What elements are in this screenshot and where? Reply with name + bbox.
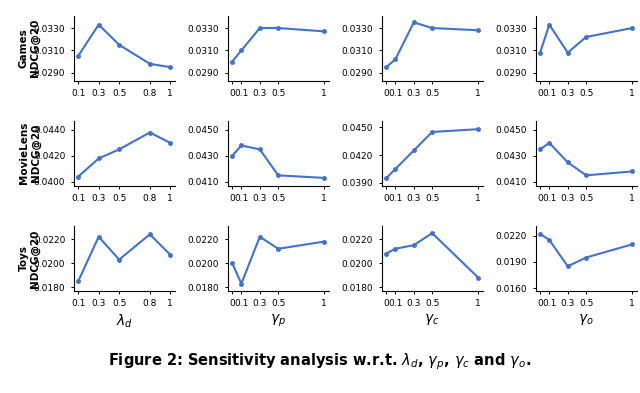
Text: Figure 2: Sensitivity analysis w.r.t. $\lambda_d$, $\gamma_p$, $\gamma_c$ and $\: Figure 2: Sensitivity analysis w.r.t. $\… <box>108 351 532 372</box>
X-axis label: $\lambda_d$: $\lambda_d$ <box>116 312 132 330</box>
Y-axis label: Games
NDCG@20: Games NDCG@20 <box>19 19 40 77</box>
Y-axis label: MovieLens
NDCG@20: MovieLens NDCG@20 <box>19 122 40 184</box>
X-axis label: $\gamma_p$: $\gamma_p$ <box>270 312 286 329</box>
X-axis label: $\gamma_o$: $\gamma_o$ <box>579 312 594 327</box>
Y-axis label: Toys
NDCG@20: Toys NDCG@20 <box>19 229 40 288</box>
X-axis label: $\gamma_c$: $\gamma_c$ <box>424 312 440 327</box>
